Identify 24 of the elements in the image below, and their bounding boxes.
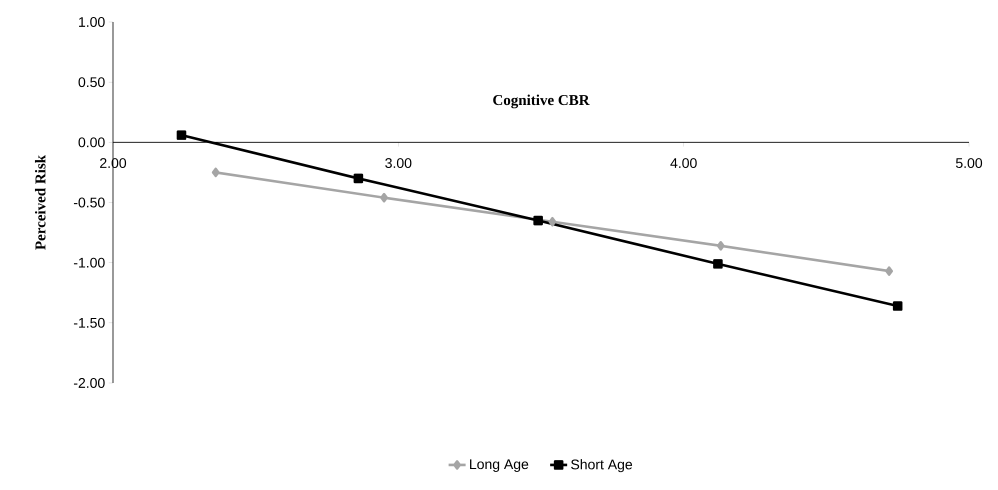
y-tick-label: 0.50 [78, 77, 105, 88]
point [713, 259, 723, 269]
point [716, 241, 725, 251]
y-tick-label: 0.00 [78, 137, 105, 148]
y-tick-label: -0.50 [74, 198, 105, 208]
point [548, 216, 556, 227]
y-axis-title: Perceived Risk [34, 154, 46, 250]
y-tick-label: -2.00 [74, 378, 105, 388]
point [533, 216, 543, 226]
point [212, 168, 220, 178]
point [892, 301, 902, 311]
x-tick-label: 4.00 [670, 158, 697, 168]
x-axis-title: Cognitive CBR [493, 94, 590, 108]
y-tick-label: 1.00 [79, 17, 105, 27]
legend-label: Long Age [470, 459, 528, 472]
y-tick-label: -1.00 [74, 258, 105, 268]
legend-label: Short Age [571, 459, 632, 472]
point [176, 130, 186, 140]
point [354, 174, 364, 184]
x-tick-label: 5.00 [956, 158, 982, 168]
point [380, 192, 388, 202]
x-tick-label: 3.00 [385, 158, 412, 168]
point [885, 266, 894, 276]
y-tick-label: -1.50 [74, 318, 105, 328]
